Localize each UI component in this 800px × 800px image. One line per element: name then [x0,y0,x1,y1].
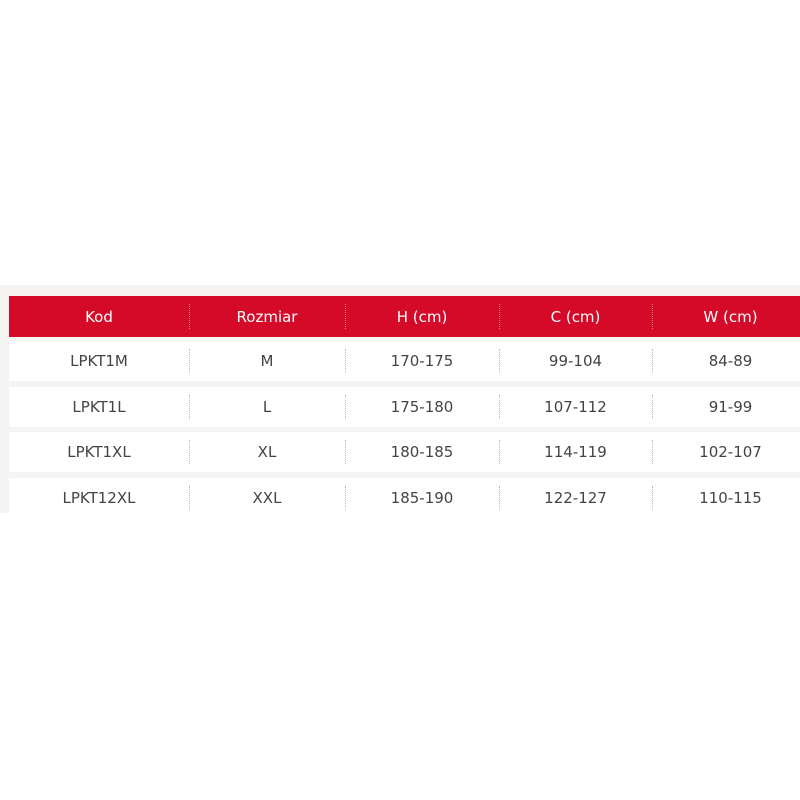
table-cell: XXL [189,478,345,513]
table-cell: 102-107 [652,432,800,472]
table-header: Kod Rozmiar H (cm) C (cm) W (cm) [9,296,800,337]
table-row: LPKT1L L 175-180 107-112 91-99 [9,387,800,427]
size-table: Kod Rozmiar H (cm) C (cm) W (cm) LPKT1M M… [0,285,800,513]
table-row: LPKT1XL XL 180-185 114-119 102-107 [9,432,800,472]
table-cell: 122-127 [499,478,652,513]
header-h: H (cm) [345,296,499,337]
header-rozmiar: Rozmiar [189,296,345,337]
table-cell: L [189,387,345,427]
table-cell: 107-112 [499,387,652,427]
table-row: LPKT1M M 170-175 99-104 84-89 [9,341,800,381]
table-cell: LPKT1M [70,352,128,370]
table-cell: XL [189,432,345,472]
table-cell: LPKT1XL [67,443,131,461]
table-cell: M [189,341,345,381]
table-cell: 99-104 [499,341,652,381]
table-cell: 114-119 [499,432,652,472]
table-cell: 170-175 [345,341,499,381]
table-cell: 91-99 [652,387,800,427]
table-cell: 175-180 [345,387,499,427]
table-cell: LPKT1L [72,398,126,416]
table-cell: 180-185 [345,432,499,472]
table-cell: 110-115 [652,478,800,513]
header-c: C (cm) [499,296,652,337]
table-row: LPKT12XL XXL 185-190 122-127 110-115 [9,478,800,513]
table-cell: 185-190 [345,478,499,513]
table-cell: LPKT12XL [62,489,136,507]
header-w: W (cm) [652,296,800,337]
table-cell: 84-89 [652,341,800,381]
header-kod: Kod [85,307,113,326]
